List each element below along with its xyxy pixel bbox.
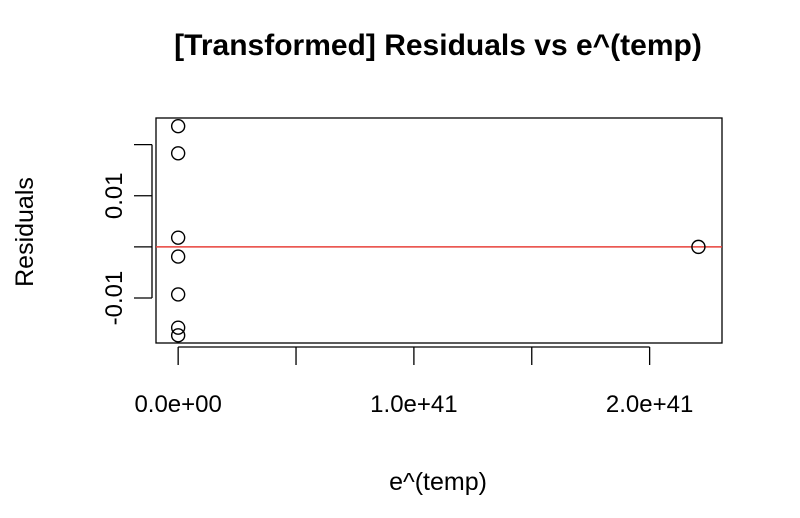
- data-point: [170, 287, 186, 302]
- y-tick-label: 0.01: [101, 172, 128, 219]
- chart-title: [Transformed] Residuals vs e^(temp): [174, 29, 702, 62]
- y-axis-label: Residuals: [11, 177, 39, 287]
- x-tick-label: 1.0e+41: [370, 391, 457, 418]
- x-tick-label: 0.0e+00: [134, 391, 221, 418]
- data-point: [170, 328, 186, 343]
- data-point: [170, 320, 186, 335]
- data-point: [170, 118, 186, 134]
- data-point: [170, 146, 186, 161]
- data-point: [691, 239, 706, 255]
- plot-frame: [155, 117, 723, 344]
- x-axis-label: e^(temp): [389, 468, 487, 496]
- x-axis: 0.0e+00 1.0e+41 2.0e+41: [134, 346, 693, 418]
- data-points: [170, 118, 706, 343]
- x-tick-label: 2.0e+41: [606, 391, 693, 418]
- y-tick-label: -0.01: [101, 271, 128, 326]
- y-axis: -0.01 0.01: [101, 143, 153, 326]
- data-point: [170, 249, 186, 264]
- data-point: [170, 230, 186, 245]
